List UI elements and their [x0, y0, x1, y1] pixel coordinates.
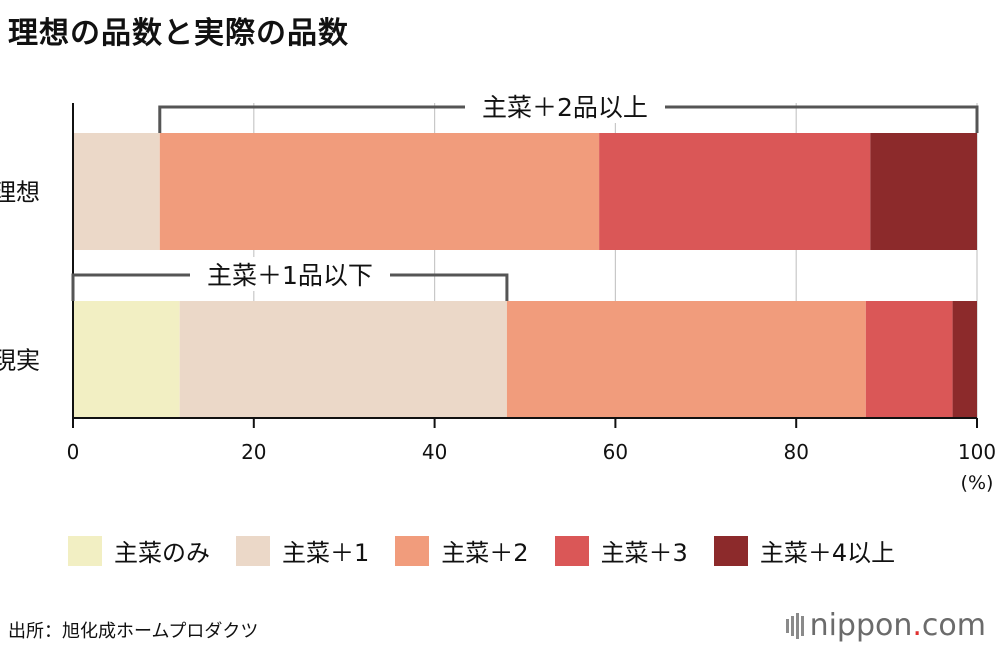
bar-segment [952, 301, 977, 418]
annotation-label: 主菜＋2品以上 [482, 93, 648, 122]
bar-segment [179, 301, 507, 418]
bar-segment [865, 301, 953, 418]
legend-label: 主菜のみ [114, 539, 210, 567]
logo-name: nippon [809, 608, 913, 643]
x-tick-label: 100 [958, 440, 996, 464]
bar-segment [506, 301, 866, 418]
legend-swatch [395, 535, 430, 566]
legend-item: 主菜＋4以上 [713, 533, 896, 568]
legend-item: 主菜のみ [68, 533, 210, 568]
legend-label: 主菜＋2 [441, 539, 529, 567]
x-tick-label: 20 [241, 440, 266, 464]
x-tick-label: 60 [603, 440, 628, 464]
bar-segment [159, 133, 600, 250]
logo-dot: . [912, 608, 922, 643]
legend-swatch [713, 535, 748, 566]
category-label: 現実 [0, 347, 40, 375]
bar-segment [73, 301, 180, 418]
category-label: 理想 [0, 179, 40, 207]
bar-segment [73, 133, 160, 250]
legend-swatch [236, 535, 270, 566]
logo-mark-icon [785, 612, 804, 639]
bar-segment [870, 133, 977, 250]
legend-label: 主菜＋3 [600, 539, 688, 567]
legend-swatch [554, 535, 589, 566]
x-unit-label: (%) [961, 472, 994, 494]
legend-item: 主菜＋3 [554, 533, 688, 568]
legend-item: 主菜＋1 [236, 533, 369, 568]
bar-segment [599, 133, 871, 250]
legend: 主菜のみ 主菜＋1 主菜＋2 主菜＋3 主菜＋4以上 [68, 533, 921, 568]
x-tick-label: 0 [67, 440, 80, 464]
legend-swatch [68, 535, 102, 566]
source-note: 出所：旭化成ホームプロダクツ [8, 621, 259, 642]
x-tick-label: 40 [422, 440, 447, 464]
annotation-label-bg [465, 89, 665, 123]
legend-item: 主菜＋2 [395, 533, 529, 568]
logo-tld: com [921, 608, 986, 643]
legend-label: 主菜＋4以上 [759, 539, 896, 567]
x-tick-label: 80 [783, 440, 808, 464]
legend-label: 主菜＋1 [282, 539, 370, 567]
chart-title: 理想の品数と実際の品数 [8, 16, 349, 51]
annotation-label: 主菜＋1品以下 [207, 261, 373, 290]
annotation-label-bg [190, 257, 390, 291]
nippon-logo: nippon. com [785, 608, 986, 643]
